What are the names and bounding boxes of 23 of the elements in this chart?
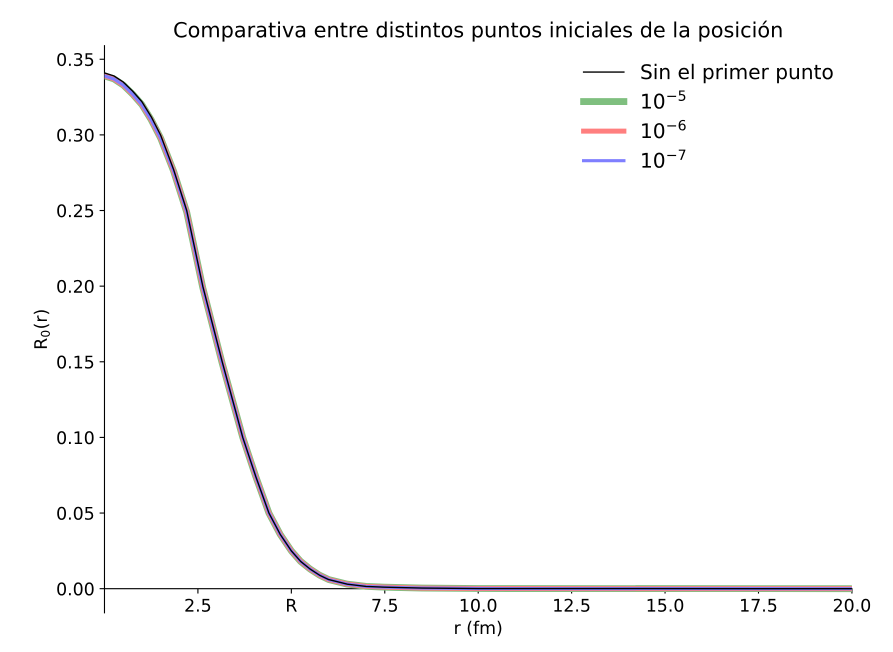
chart-title: Comparativa entre distintos puntos iniciales de la posición [174,20,782,42]
x-tick-label: 15.0 [648,598,684,612]
y-tick-label: 0.15 [57,355,94,369]
x-tick-label: 12.5 [554,598,590,612]
legend-label: 10$^{−5}$ [642,90,686,109]
x-tick-label: 10.0 [460,598,496,612]
legend-label: 10$^{−7}$ [642,150,686,168]
x-tick-label: 17.5 [741,598,776,612]
x-axis-title: r (fm) [455,620,502,636]
x-tick-label: 20.0 [834,598,870,612]
y-tick-label: 0.00 [57,582,94,596]
y-tick-label: 0.30 [57,128,94,142]
y-tick-label: 0.10 [57,431,94,444]
legend-label: 10$^{−6}$ [642,120,686,138]
y-tick-label: 0.25 [57,204,94,218]
x-tick-label: R [287,598,297,612]
x-tick-label: 7.5 [372,598,398,612]
y-axis-title: R$_{0}$(r) [34,310,50,348]
x-tick-label: 2.5 [185,598,210,612]
y-tick-label: 0.05 [57,506,94,520]
y-tick-label: 0.35 [57,52,94,66]
y-tick-label: 0.20 [57,280,94,293]
legend-label: Sin el primer punto [641,64,833,84]
